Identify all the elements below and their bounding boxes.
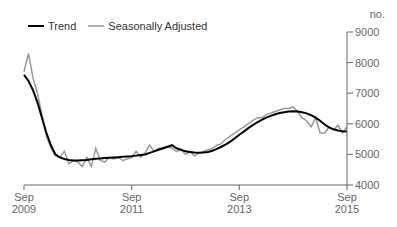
- svg-text:8000: 8000: [355, 57, 379, 69]
- svg-text:Sep2013: Sep2013: [227, 191, 251, 215]
- svg-text:4000: 4000: [355, 179, 379, 191]
- html-text:Trend: Trend: [48, 20, 77, 32]
- svg-text:Sep2015: Sep2015: [335, 191, 359, 215]
- svg-text:7000: 7000: [355, 87, 379, 99]
- svg-text:6000: 6000: [355, 118, 379, 130]
- html-text:Seasonally Adjusted: Seasonally Adjusted: [108, 20, 208, 32]
- svg-text:5000: 5000: [355, 148, 379, 160]
- svg-text:Sep2011: Sep2011: [120, 191, 144, 215]
- html-text:no.: no.: [369, 8, 385, 20]
- svg-text:9000: 9000: [355, 26, 379, 38]
- svg-text:Sep2009: Sep2009: [12, 191, 36, 215]
